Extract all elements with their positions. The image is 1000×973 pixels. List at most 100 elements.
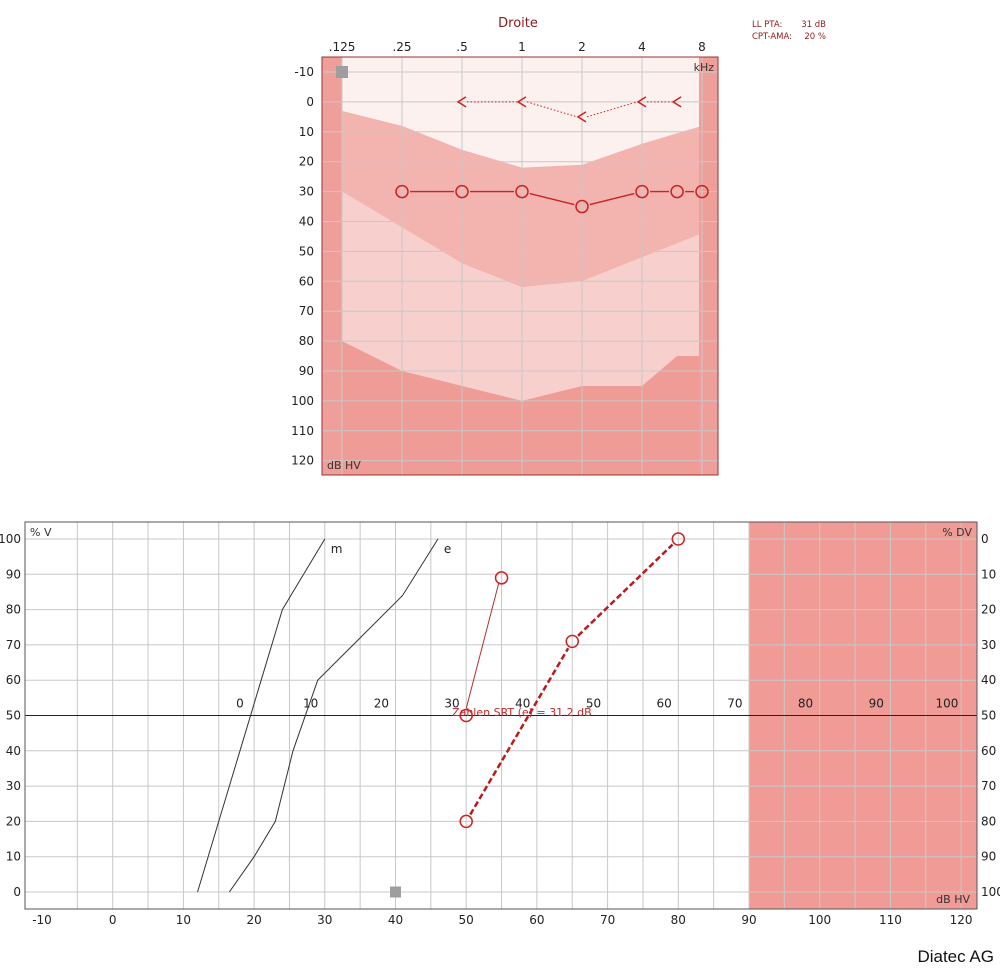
right-y-tick-label: 40 [981,673,996,687]
upper-x-tick-label: 90 [869,697,884,711]
series-segment [589,192,635,206]
x-tick-label: 4 [638,40,646,54]
left-y-tick-label: 10 [6,850,21,864]
x-tick-label: 80 [671,913,686,927]
left-y-tick-label: 100 [0,532,21,546]
cpt-value: 20 % [804,32,826,42]
marker-square [336,66,348,78]
audiogram-series [336,66,709,214]
bone-conduction-marker [516,96,527,108]
right-y-tick-label: 20 [981,603,996,617]
x-tick-label: 70 [600,913,615,927]
left-y-ticks: 0 10 20 30 40 50 60 70 80 90 100 [0,532,21,899]
x-tick-label: .5 [456,40,467,54]
summary-box: LL PTA: 31 dB CPT-AMA: 20 % [752,20,826,42]
x-unit-label: dB HV [936,893,970,906]
y-tick-label: 120 [291,454,314,468]
series-segment [469,647,570,816]
series-segment [529,192,575,206]
x-tick-label: 10 [176,913,191,927]
reference-curve-m [197,538,326,893]
y-tick-label: 90 [299,364,314,378]
y-tick-label: 80 [299,334,314,348]
upper-x-tick-label: 0 [236,697,244,711]
bone-conduction-marker [671,96,682,108]
brand-label: Diatec AG [917,947,994,966]
pta-value: 31 dB [801,20,826,30]
right-y-tick-label: 80 [981,814,996,828]
x-tick-label: 90 [741,913,756,927]
right-y-tick-label: 90 [981,850,996,864]
upper-x-tick-label: 60 [657,697,672,711]
x-tick-label: 1 [518,40,526,54]
right-y-tick-label: 50 [981,709,996,723]
threshold-circle [695,184,709,199]
right-y-tick-label: 0 [981,532,989,546]
y-tick-label: 20 [299,155,314,169]
right-y-tick-label: 70 [981,779,996,793]
y-tick-label: 0 [306,95,314,109]
pta-label: LL PTA: [752,20,782,30]
left-y-tick-label: 50 [6,709,21,723]
right-y-tick-label: 60 [981,744,996,758]
upper-x-tick-label: 70 [727,697,742,711]
upper-x-tick-label: 30 [444,697,459,711]
upper-x-tick-label: 80 [798,697,813,711]
plot-frame [321,56,719,476]
speech-series [459,532,686,829]
upper-x-tick-label: 100 [936,697,959,711]
masked-edge-left [322,57,342,475]
x-axis-ticks: .125 .25 .5 1 2 4 8 [329,40,706,54]
reference-curve-e [228,538,439,893]
x-tick-label: 60 [529,913,544,927]
bone-conduction-marker [576,111,587,123]
score-circle [459,708,473,723]
score-circle [565,634,579,649]
right-y-tick-label: 100 [981,885,1000,899]
srt-annotation: Zahlen SRT (e) = 31.2 dB [452,706,592,719]
threshold-circle [635,184,649,199]
x-axis-ticks: -10 0 10 20 30 40 50 60 70 80 90 100 110 120 [32,913,972,927]
x-tick-label: -10 [32,913,52,927]
x-tick-label: 2 [578,40,586,54]
y-tick-label: 110 [291,424,314,438]
plot-frame [24,521,978,910]
bone-conduction-marker [636,96,647,108]
bone-conduction-marker [456,96,467,108]
threshold-circle [670,184,684,199]
cpt-label: CPT-AMA: [752,32,792,42]
y-tick-label: 10 [299,125,314,139]
y-tick-label: 60 [299,274,314,288]
x-tick-label: 40 [388,913,403,927]
y-tick-label: 40 [299,215,314,229]
speech-audiogram: -10 0 10 20 30 40 50 60 70 80 90 100 110 120 0 10 20 30 4… [0,521,1000,927]
reference-curve-label: m [331,542,343,556]
left-y-tick-label: 0 [13,885,21,899]
left-y-tick-label: 90 [6,567,21,581]
x-tick-label: 100 [808,913,831,927]
x-tick-label: 8 [698,40,706,54]
score-circle [494,571,509,585]
series-segment [526,101,578,118]
x-tick-label: 0 [109,913,117,927]
threshold-circle [575,199,589,214]
series-segment [577,543,674,637]
right-y-tick-label: 30 [981,638,996,652]
x-tick-label: .125 [329,40,356,54]
y-tick-label: 70 [299,304,314,318]
left-y-tick-label: 70 [6,638,21,652]
right-axis-label: % DV [942,526,972,539]
left-axis-label: % V [30,526,52,539]
upper-x-scale: 0 10 20 30 40 50 60 70 80 90 100 [236,697,958,711]
x-tick-label: .25 [392,40,411,54]
left-y-tick-label: 30 [6,779,21,793]
left-y-tick-label: 40 [6,744,21,758]
threshold-circle [455,184,469,199]
y-tick-label: 30 [299,185,314,199]
chart-title: Droite [498,16,538,31]
left-y-tick-label: 60 [6,673,21,687]
x-unit-label: kHz [694,61,715,74]
y-tick-label: 50 [299,244,314,258]
